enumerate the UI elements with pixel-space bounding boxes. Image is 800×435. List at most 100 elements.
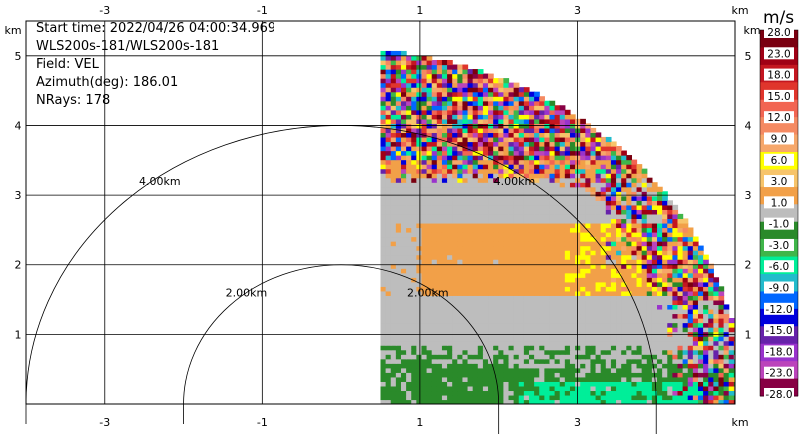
velocity-cell <box>703 367 709 373</box>
velocity-cell <box>508 213 515 220</box>
velocity-cell <box>646 213 653 220</box>
velocity-cell <box>575 317 581 324</box>
velocity-cell <box>569 231 576 238</box>
velocity-cell <box>385 69 392 75</box>
velocity-cell <box>513 168 520 174</box>
velocity-cell <box>477 123 484 129</box>
velocity-cell <box>452 173 458 179</box>
velocity-cell <box>636 254 643 260</box>
velocity-cell <box>677 399 684 404</box>
velocity-cell <box>400 213 407 220</box>
velocity-cell <box>380 209 387 215</box>
velocity-cell <box>395 195 402 201</box>
velocity-cell <box>498 141 504 147</box>
velocity-cell <box>564 168 571 174</box>
velocity-cell <box>488 200 494 206</box>
velocity-cell <box>564 118 571 124</box>
velocity-cell <box>518 263 525 269</box>
velocity-cell <box>528 263 535 269</box>
velocity-cell <box>441 105 448 111</box>
velocity-cell <box>400 345 407 351</box>
velocity-cell <box>549 241 556 247</box>
y-tick-label-left: 1 <box>15 328 22 341</box>
velocity-cell <box>523 209 530 215</box>
velocity-cell <box>605 313 612 319</box>
velocity-cell <box>498 222 504 229</box>
velocity-cell <box>472 281 479 287</box>
velocity-cell <box>421 69 428 75</box>
velocity-cell <box>436 114 443 120</box>
velocity-cell <box>662 336 668 342</box>
velocity-cell <box>395 241 402 247</box>
velocity-cell <box>708 358 714 364</box>
velocity-cell <box>621 254 627 260</box>
velocity-cell <box>703 381 709 387</box>
velocity-cell <box>421 394 428 401</box>
velocity-cell <box>605 227 612 233</box>
velocity-cell <box>626 159 633 165</box>
velocity-cell <box>385 218 392 224</box>
velocity-cell <box>498 336 504 342</box>
velocity-cell <box>641 259 648 265</box>
velocity-cell <box>718 286 725 292</box>
velocity-cell <box>697 295 704 301</box>
velocity-cell <box>452 213 458 220</box>
velocity-cell <box>493 286 499 292</box>
colorbar-tick-label: 18.0 <box>767 70 790 82</box>
velocity-cell <box>626 177 633 183</box>
velocity-cell <box>472 227 479 233</box>
velocity-cell <box>610 272 617 278</box>
velocity-cell <box>406 354 412 360</box>
velocity-cell <box>528 200 535 206</box>
velocity-cell <box>616 385 622 392</box>
velocity-cell <box>457 245 464 251</box>
velocity-cell <box>467 114 474 120</box>
velocity-cell <box>380 354 387 360</box>
velocity-cell <box>380 118 387 124</box>
velocity-cell <box>713 358 720 364</box>
velocity-cell <box>646 336 653 342</box>
velocity-cell <box>554 376 561 382</box>
velocity-cell <box>518 345 525 351</box>
velocity-cell <box>575 141 581 147</box>
velocity-cell <box>692 272 699 278</box>
velocity-cell <box>498 236 504 242</box>
velocity-cell <box>646 272 653 278</box>
velocity-cell <box>544 136 551 143</box>
velocity-cell <box>395 69 402 75</box>
velocity-cell <box>400 55 407 61</box>
velocity-cell <box>426 150 433 156</box>
velocity-cell <box>488 186 494 192</box>
velocity-cell <box>646 358 653 364</box>
velocity-cell <box>585 367 592 373</box>
velocity-cell <box>595 358 602 364</box>
velocity-cell <box>400 218 407 224</box>
velocity-cell <box>549 159 556 165</box>
velocity-cell <box>390 385 397 392</box>
velocity-cell <box>590 304 597 310</box>
velocity-cell <box>559 168 566 174</box>
velocity-cell <box>508 299 515 306</box>
velocity-cell <box>441 363 448 369</box>
velocity-cell <box>380 195 387 201</box>
velocity-cell <box>390 100 397 106</box>
velocity-cell <box>411 82 417 88</box>
velocity-cell <box>447 186 453 192</box>
velocity-cell <box>544 168 551 174</box>
velocity-cell <box>513 105 520 111</box>
velocity-cell <box>406 231 412 238</box>
velocity-cell <box>539 313 545 319</box>
velocity-cell <box>610 358 617 364</box>
velocity-cell <box>503 182 510 188</box>
velocity-cell <box>462 73 469 79</box>
velocity-cell <box>523 281 530 287</box>
velocity-cell <box>682 250 689 256</box>
velocity-cell <box>564 213 571 220</box>
velocity-cell <box>534 177 540 183</box>
velocity-cell <box>477 281 484 287</box>
velocity-cell <box>508 399 515 404</box>
velocity-cell <box>472 173 479 179</box>
velocity-cell <box>380 277 387 283</box>
velocity-cell <box>431 304 438 310</box>
velocity-cell <box>523 200 530 206</box>
